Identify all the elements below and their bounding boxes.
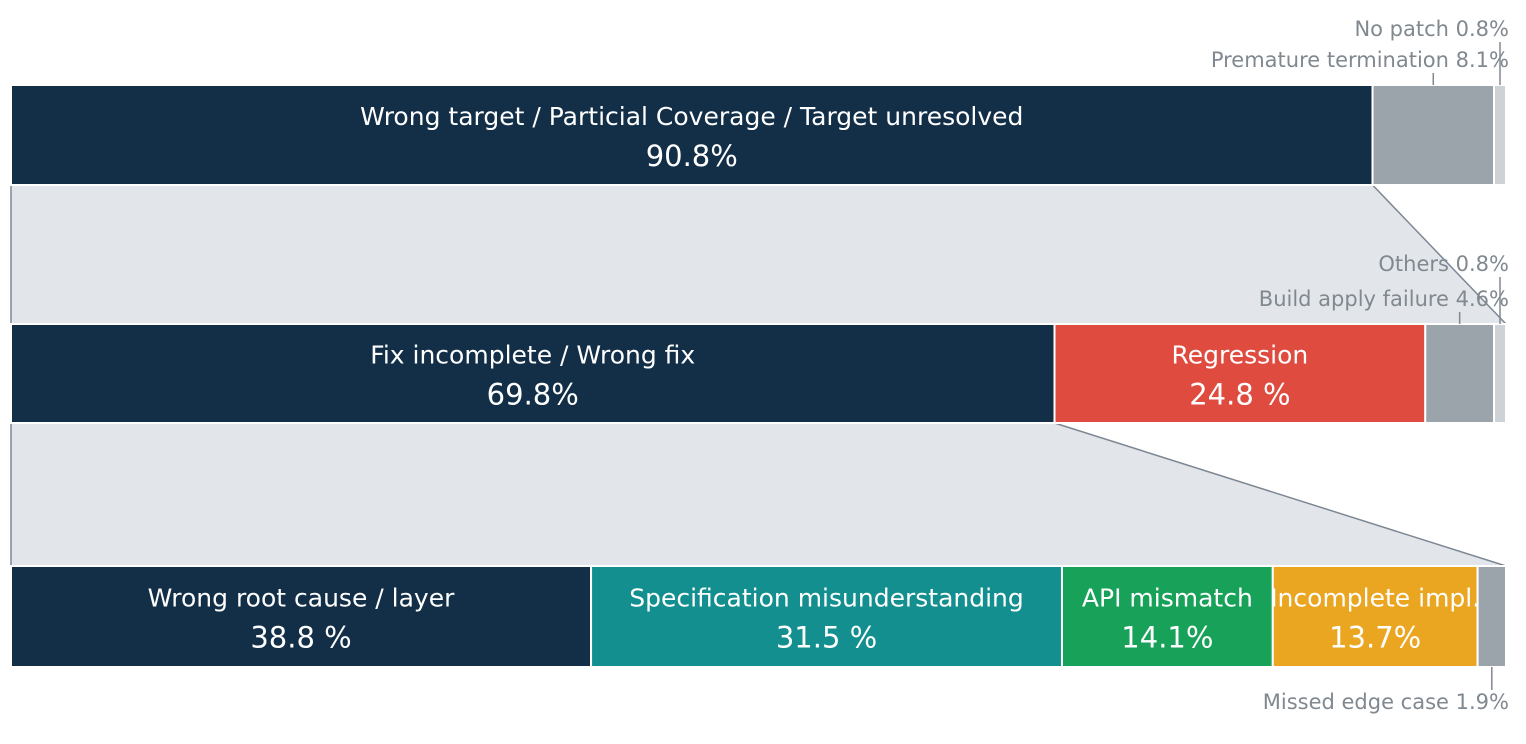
segment-label-wrong-root-cause-layer: Wrong root cause / layer: [148, 583, 455, 612]
row-1-bar: Wrong target / Particial Coverage / Targ…: [10, 84, 1508, 186]
segment-label-fix-incomplete-wrong-fix: Fix incomplete / Wrong fix: [370, 341, 695, 370]
bar-segment-missed-edge-case: [1476, 565, 1507, 668]
bar-segment-wrong-target-particial-coverage-target-unresolved: [10, 84, 1374, 186]
bar-segment-api-mismatch: [1060, 565, 1274, 668]
segment-label-specification-misunderstanding: Specification misunderstanding: [629, 583, 1024, 612]
bar-segment-fix-incomplete-wrong-fix: [10, 323, 1056, 424]
segment-value-specification-misunderstanding: 31.5 %: [776, 621, 877, 655]
bar-rows: Wrong target / Particial Coverage / Targ…: [10, 84, 1508, 668]
bar-segment-build-apply-failure: [1424, 323, 1496, 424]
bar-segment-others: [1493, 323, 1508, 424]
external-label-premature-termination: Premature termination 8.1%: [1211, 48, 1509, 72]
segment-label-incomplete-impl: Incomplete impl.: [1270, 583, 1480, 612]
bar-segment-wrong-root-cause-layer: [10, 565, 593, 668]
segment-value-fix-incomplete-wrong-fix: 69.8%: [487, 377, 579, 411]
row-3-bar: Wrong root cause / layer 38.8 % Specificat…: [10, 565, 1507, 668]
drilldown-band-2: [11, 423, 1506, 566]
drilldown-connectors: [10, 184, 1507, 567]
segment-label-api-mismatch: API mismatch: [1082, 583, 1253, 612]
bar-segment-incomplete-impl: [1271, 565, 1479, 668]
external-label-build-apply-failure: Build apply failure 4.6%: [1259, 287, 1509, 311]
segment-value-wrong-root-cause-layer: 38.8 %: [250, 621, 351, 655]
segment-label-wrong-target-particial-coverage-target-unresolved: Wrong target / Particial Coverage / Targ…: [360, 102, 1023, 131]
external-label-no-patch: No patch 0.8%: [1354, 17, 1509, 41]
bar-segment-specification-misunderstanding: [590, 565, 1063, 668]
bar-segment-premature-termination: [1371, 84, 1496, 186]
drilldown-band-1: [11, 185, 1506, 324]
bar-segment-regression: [1053, 323, 1427, 424]
drilldown-line-right-1: [1372, 184, 1507, 325]
bar-segment-no-patch: [1493, 84, 1508, 186]
segment-value-wrong-target-particial-coverage-target-unresolved: 90.8%: [646, 139, 738, 173]
external-label-missed-edge-case: Missed edge case 1.9%: [1263, 690, 1509, 714]
external-label-others: Others 0.8%: [1378, 252, 1509, 276]
row-2-bar: Fix incomplete / Wrong fix 69.8% Regressio…: [10, 323, 1508, 424]
drilldown-line-right-2: [1054, 422, 1507, 567]
segment-value-regression: 24.8 %: [1189, 377, 1290, 411]
segment-value-incomplete-impl: 13.7%: [1329, 621, 1421, 655]
segment-value-api-mismatch: 14.1%: [1121, 621, 1213, 655]
segment-label-regression: Regression: [1172, 341, 1309, 370]
external-labels: Premature termination 8.1% No patch 0.8% B…: [1211, 17, 1509, 714]
